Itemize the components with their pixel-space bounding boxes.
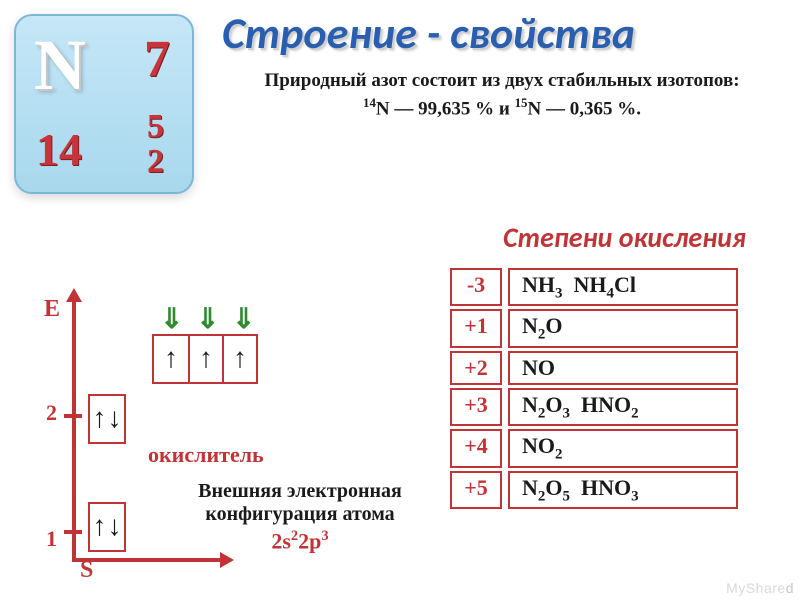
orbital-2p [152,334,258,384]
ox-row: +5 N2O5 HNO3 [450,471,738,509]
config-text: Внешняя электронная конфигурация атома [198,480,402,525]
ox-examples: NH3 NH4Cl [508,268,738,306]
arrow-down-icon [108,405,122,433]
axis-label-s: S [80,557,93,584]
axis-label-e: E [44,296,60,323]
electron-config-caption: Внешняя электронная конфигурация атома 2… [170,480,430,554]
watermark-b: d [786,580,794,596]
ox-state: +2 [450,351,502,385]
ox-state: +1 [450,309,502,347]
oxidizer-label: окислитель [148,442,264,468]
arrow-up-icon [199,345,213,373]
atomic-number: 7 [144,30,170,89]
shell-value-bottom: 2 [147,144,164,180]
intro-text: Природный азот состоит из двух стабильны… [212,68,792,122]
orbital-2s [88,394,126,444]
orbital-1s [88,502,126,552]
ox-row: +3 N2O3 HNO2 [450,388,738,426]
orbital-cell [154,336,188,382]
mass-number: 14 [36,123,82,176]
intro-line1: Природный азот состоит из двух стабильны… [264,70,739,91]
orbital-cell [90,396,124,442]
oxidation-header: Степени окисления [503,220,746,255]
ox-examples: NO2 [508,429,738,467]
element-symbol: N [34,24,84,107]
arrow-up-icon [93,513,107,541]
ox-examples: N2O5 HNO3 [508,471,738,509]
tick-1 [64,530,82,534]
ox-examples: NO [508,351,738,385]
page-title: Строение - свойства [222,6,635,60]
orbital-cell [90,504,124,550]
arrow-up-icon [233,345,247,373]
ox-state: +4 [450,429,502,467]
ox-examples: N2O3 HNO2 [508,388,738,426]
watermark: MyShared [726,580,794,596]
iso2-sup: 15 [515,95,528,110]
watermark-a: MyShare [726,580,786,596]
level-2-label: 2 [46,400,57,426]
arrow-up-icon [164,345,178,373]
ox-row: +4 NO2 [450,429,738,467]
orbital-cell [222,336,256,382]
electron-shells: 5 2 [147,109,164,180]
ox-state: +3 [450,388,502,426]
tick-2 [64,414,82,418]
incoming-arrow-icon: ⇓ [160,302,183,336]
ox-row: -3 NH3 NH4Cl [450,268,738,306]
incoming-arrow-icon: ⇓ [232,302,255,336]
orbital-cell [188,336,222,382]
oxidation-table: -3 NH3 NH4Cl +1 N2O +2 NO +3 N2O3 HNO2 +… [450,268,738,512]
ox-row: +2 NO [450,351,738,385]
element-tile: N 7 14 5 2 [14,14,194,194]
arrow-down-icon [108,513,122,541]
iso2-text: N — 0,365 %. [528,98,641,119]
ox-examples: N2O [508,309,738,347]
shell-value-top: 5 [147,109,164,145]
arrow-up-icon [93,405,107,433]
ox-state: -3 [450,268,502,306]
axis-y [72,298,76,562]
iso1-text: N — 99,635 % и [376,98,515,119]
config-formula: 2s22p3 [170,528,430,554]
incoming-arrow-icon: ⇓ [196,302,219,336]
axis-x [72,558,224,562]
ox-state: +5 [450,471,502,509]
iso1-sup: 14 [363,95,376,110]
ox-row: +1 N2O [450,309,738,347]
level-1-label: 1 [46,526,57,552]
